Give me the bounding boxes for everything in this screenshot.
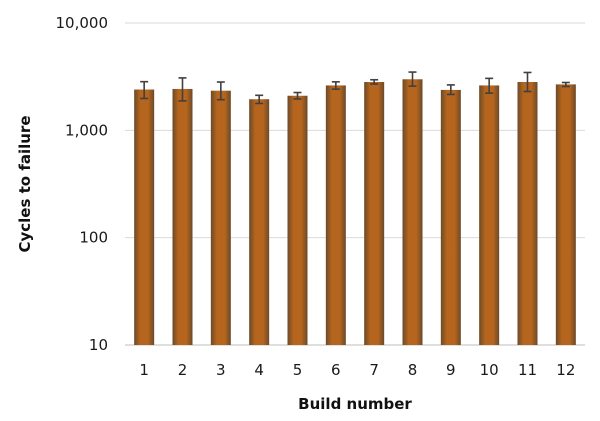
bar — [287, 95, 308, 345]
x-tick-label: 6 — [331, 361, 341, 379]
bar — [402, 79, 423, 346]
bar — [172, 88, 193, 346]
x-tick-label: 4 — [254, 361, 264, 379]
x-axis-tick-labels: 1 2 3 4 5 6 7 8 9 10 11 12 — [139, 361, 575, 379]
gridlines — [125, 22, 585, 346]
bars — [134, 79, 576, 346]
error-bar — [140, 80, 149, 100]
bar — [479, 85, 500, 345]
x-tick-label: 7 — [369, 361, 379, 379]
error-bar — [178, 77, 187, 102]
x-tick-label: 1 — [139, 361, 149, 379]
error-bar — [331, 81, 340, 90]
error-bar — [523, 71, 532, 93]
error-bar — [293, 91, 302, 100]
bar — [249, 99, 270, 346]
error-bar — [561, 81, 570, 88]
x-tick-label: 2 — [178, 361, 188, 379]
bar — [364, 82, 385, 346]
y-tick-label: 100 — [79, 229, 108, 247]
x-tick-label: 8 — [408, 361, 418, 379]
error-bar — [216, 81, 225, 101]
y-axis-title: Cycles to failure — [16, 115, 34, 252]
x-tick-label: 12 — [556, 361, 575, 379]
x-tick-label: 10 — [480, 361, 499, 379]
error-bars — [140, 71, 570, 105]
bar — [440, 89, 461, 346]
error-bar — [255, 94, 264, 105]
bar — [325, 85, 346, 345]
x-tick-label: 9 — [446, 361, 456, 379]
error-bar — [446, 84, 455, 96]
y-tick-label: 10,000 — [56, 14, 109, 32]
error-bar — [370, 78, 379, 85]
x-tick-label: 5 — [293, 361, 303, 379]
bar — [555, 84, 576, 346]
error-bar — [408, 71, 417, 87]
bar — [134, 89, 155, 346]
x-axis-title: Build number — [298, 395, 412, 413]
y-tick-label: 10 — [89, 336, 108, 354]
x-tick-label: 11 — [518, 361, 537, 379]
y-tick-label: 1,000 — [65, 121, 108, 139]
y-axis-tick-labels: 10 100 1,000 10,000 — [56, 14, 109, 354]
bar — [517, 82, 538, 346]
bar — [210, 90, 231, 345]
x-tick-label: 3 — [216, 361, 226, 379]
error-bar — [485, 77, 494, 94]
